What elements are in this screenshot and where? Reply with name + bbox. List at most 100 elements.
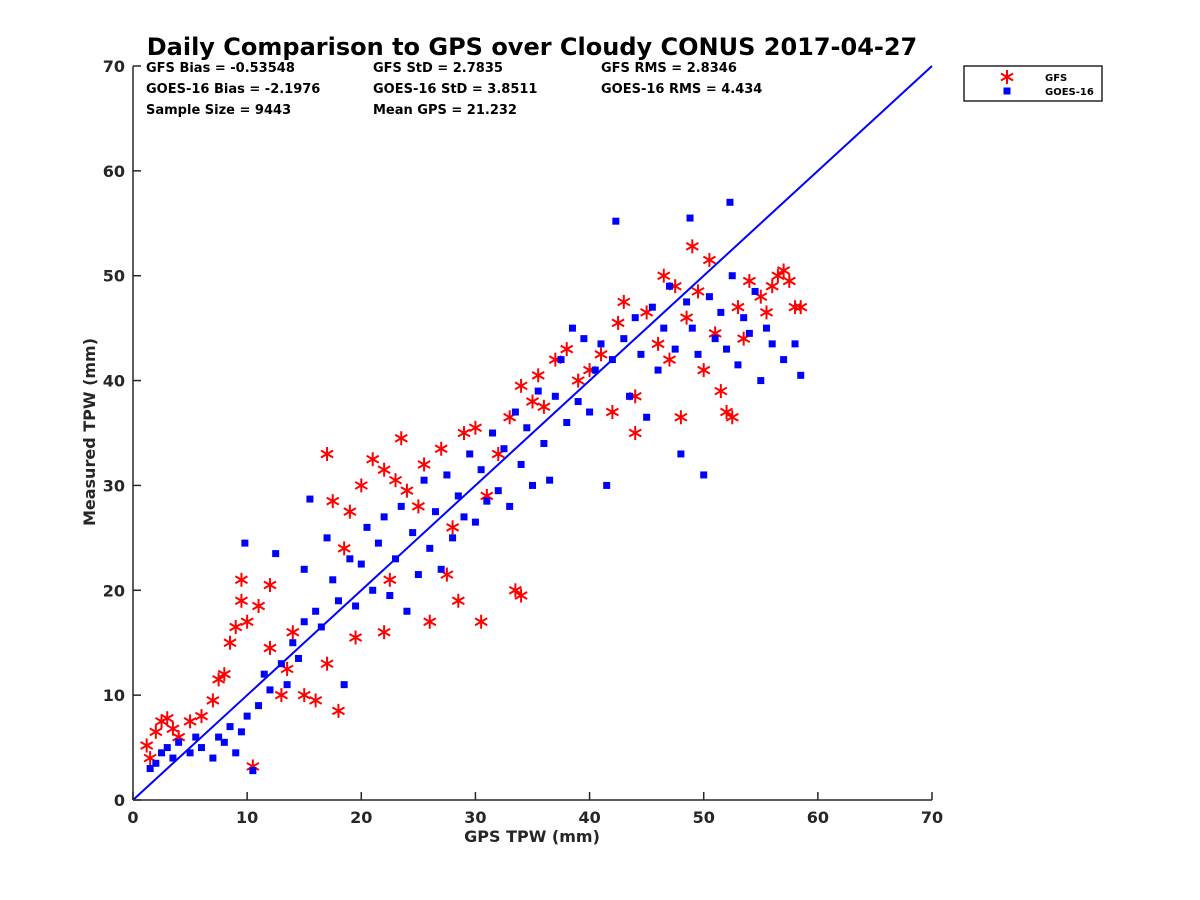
goes16-point (352, 602, 360, 610)
goes16-point (700, 471, 708, 479)
gfs-point (377, 625, 391, 640)
gfs-point (240, 614, 254, 629)
y-tick-label: 50 (103, 267, 125, 286)
gfs-point (309, 693, 323, 708)
goes16-point (443, 471, 451, 479)
gfs-point (251, 599, 266, 614)
goes16-point (477, 466, 485, 474)
goes16-point (363, 523, 371, 531)
goes16-point (523, 424, 531, 432)
goes16-point (683, 298, 691, 306)
y-tick-label: 60 (103, 162, 125, 181)
gfs-point (525, 394, 540, 409)
goes16-point (414, 571, 422, 579)
goes16-point (563, 419, 571, 427)
goes16-point (295, 654, 303, 662)
goes16-point (241, 539, 249, 547)
x-tick-label: 70 (921, 808, 943, 827)
x-tick-label: 50 (693, 808, 715, 827)
gfs-point (514, 378, 528, 393)
goes16-point (397, 502, 405, 510)
goes16-point (711, 335, 719, 343)
statistics-annotations: GFS Bias = -0.53548 GFS StD = 2.7835 GFS R… (146, 61, 762, 118)
goes16-point (768, 340, 776, 348)
goes16-point (534, 387, 542, 395)
goes16-point (603, 481, 611, 489)
gfs-point (782, 273, 796, 288)
goes16-point (631, 314, 639, 322)
gfs-point (234, 593, 248, 608)
gfs-point (731, 300, 745, 315)
gfs-point (474, 614, 488, 629)
stat-annotation: GOES-16 Bias = -2.1976 (146, 82, 320, 97)
legend-box (963, 65, 1103, 102)
gfs-point (286, 625, 300, 640)
gfs-point (331, 703, 346, 718)
gfs-point (417, 457, 431, 472)
goes16-point (186, 749, 194, 757)
goes16-point (175, 738, 183, 746)
goes16-point (260, 670, 268, 678)
goes16-point (728, 272, 736, 280)
gfs-point (263, 640, 277, 655)
goes16-point (169, 754, 177, 762)
goes16-point (403, 607, 411, 615)
gfs-point (149, 724, 163, 739)
goes16-point (460, 513, 468, 521)
goes16-point (243, 712, 251, 720)
goes16-point (751, 287, 759, 295)
gfs-point (394, 431, 408, 446)
gfs-point (457, 426, 471, 440)
goes16-point (665, 282, 673, 290)
gfs-point (326, 494, 340, 509)
goes16-point (158, 749, 166, 757)
goes16-point (551, 392, 559, 400)
gfs-point (229, 619, 243, 634)
gfs-point (777, 263, 791, 278)
goes16-point (237, 728, 245, 736)
gfs-point (788, 300, 802, 315)
goes16-point (380, 513, 388, 521)
goes16-point (449, 534, 457, 542)
gfs-point (349, 630, 363, 645)
gfs-point (765, 279, 779, 294)
gfs-point (343, 504, 357, 519)
legend-label: GOES-16 (1045, 87, 1094, 98)
gfs-point (217, 667, 231, 682)
gfs-point (423, 614, 437, 629)
x-tick-label: 60 (807, 808, 829, 827)
goes16-point (660, 324, 668, 332)
goes16-point (780, 356, 788, 364)
goes16-point (215, 733, 223, 741)
gfs-point (320, 446, 334, 461)
stat-annotation: GFS RMS = 2.8346 (601, 61, 737, 76)
goes16-point (346, 555, 354, 563)
gfs-point (617, 294, 631, 309)
goes16-point (272, 550, 280, 558)
goes16-point (574, 398, 582, 406)
gfs-point (337, 541, 351, 556)
gfs-point (759, 305, 774, 320)
goes16-point (163, 744, 171, 752)
axes: 0 10 20 30 40 50 60 70 0 10 20 30 40 50 60 70 (103, 57, 943, 827)
goes16-point (506, 502, 514, 510)
goes16-point (643, 413, 651, 421)
goes16-point (637, 350, 645, 358)
goes16-point (374, 539, 382, 547)
gfs-point (183, 714, 197, 729)
gfs-point (674, 410, 688, 425)
goes16-point (677, 450, 685, 458)
y-tick-label: 30 (103, 476, 125, 495)
goes16-point (197, 744, 205, 752)
goes16-point (686, 214, 694, 222)
goes16-point (517, 460, 525, 468)
goes16-point (220, 738, 228, 746)
goes16-point (369, 586, 377, 594)
goes16-point (386, 592, 394, 600)
gfs-point (514, 588, 528, 603)
gfs-point (714, 384, 728, 399)
goes16-point (694, 350, 702, 358)
goes16-point (762, 324, 770, 332)
stat-annotation: Mean GPS = 21.232 (373, 103, 517, 118)
